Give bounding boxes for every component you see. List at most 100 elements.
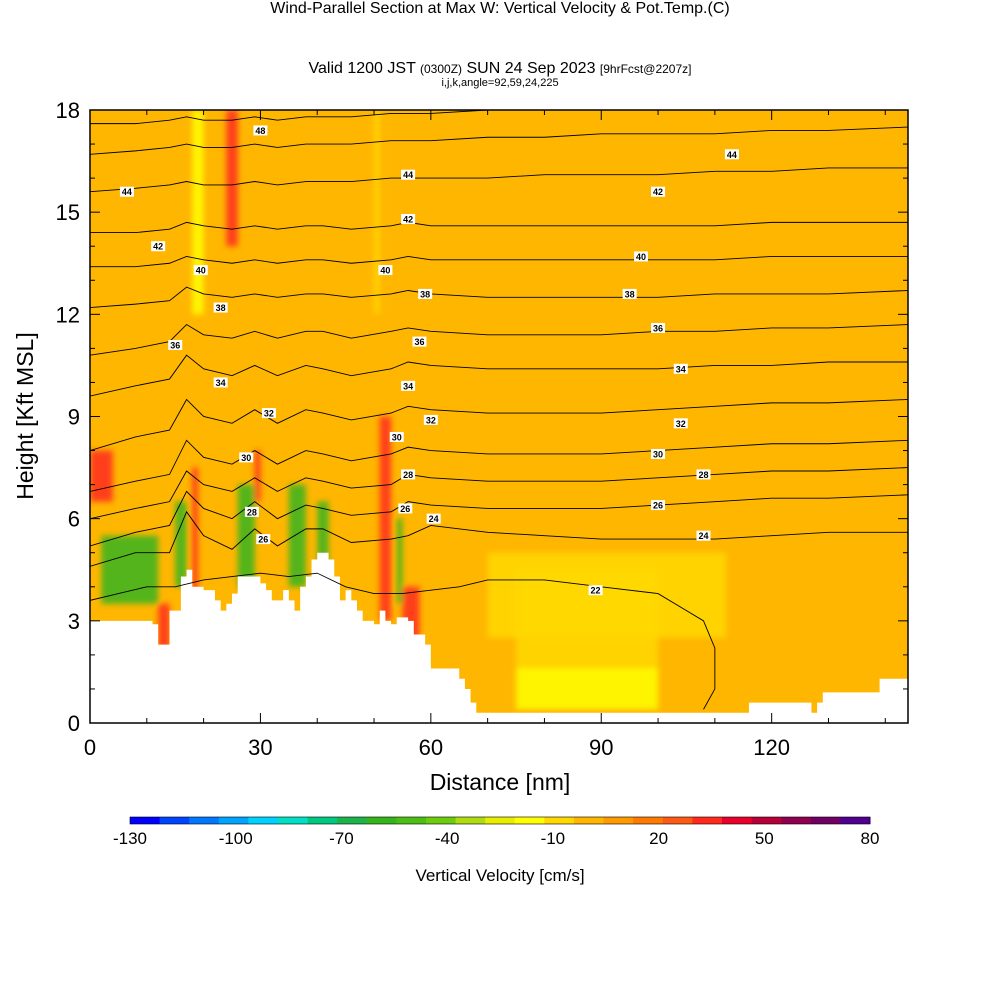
legend-swatch	[633, 817, 664, 824]
contour-label: 40	[196, 266, 206, 276]
legend-title: Vertical Velocity [cm/s]	[415, 866, 584, 885]
legend-swatch	[662, 817, 693, 824]
theta-contour-48	[90, 110, 908, 125]
legend-tick-label: -130	[113, 829, 147, 848]
legend-swatch	[810, 817, 841, 824]
contour-label-box	[256, 534, 271, 545]
velocity-cell	[254, 450, 261, 502]
theta-contour-36	[90, 323, 908, 356]
contour-label-box	[193, 265, 208, 276]
theta-contour-40	[90, 255, 908, 268]
y-tick-label: 3	[68, 609, 80, 634]
contour-label-box	[401, 380, 416, 391]
velocity-cell	[288, 484, 306, 587]
valid-zulu: (0300Z)	[420, 62, 463, 76]
legend-tick-label: 20	[649, 829, 668, 848]
velocity-cell	[158, 603, 170, 649]
contour-label-box	[168, 339, 183, 350]
theta-contour-44	[90, 167, 908, 193]
velocity-cell	[175, 501, 187, 587]
contour-label-box	[418, 288, 433, 299]
contour-label: 36	[653, 323, 663, 333]
chart-title: Wind-Parallel Section at Max W: Vertical…	[0, 0, 1000, 18]
x-tick-label: 120	[753, 735, 790, 760]
legend-swatch	[366, 817, 397, 824]
contour-label: 22	[591, 586, 601, 596]
x-tick-label: 60	[419, 735, 443, 760]
contour-label: 32	[426, 415, 436, 425]
contour-label-box	[253, 125, 268, 136]
contour-label-box	[378, 265, 393, 276]
terrain-mask	[90, 552, 908, 723]
contour-label: 42	[153, 242, 163, 252]
theta-contour-42	[90, 221, 908, 234]
legend-swatch	[751, 817, 782, 824]
x-tick-label: 90	[589, 735, 613, 760]
contour-label: 28	[247, 507, 257, 517]
legend-swatch	[189, 817, 220, 824]
contour-label-box	[401, 213, 416, 224]
velocity-cell	[226, 110, 238, 247]
contour-label: 30	[392, 432, 402, 442]
x-tick-label: 30	[248, 735, 272, 760]
legend-swatch	[544, 817, 575, 824]
contour-label: 48	[255, 126, 265, 136]
x-axis-label: Distance [nm]	[430, 769, 571, 795]
legend-swatch	[514, 817, 545, 824]
contour-label: 36	[414, 337, 424, 347]
legend-tick-label: -40	[435, 829, 460, 848]
contour-label: 26	[653, 501, 663, 511]
contour-label: 24	[429, 514, 439, 524]
contour-label: 38	[420, 289, 430, 299]
y-tick-label: 6	[68, 507, 80, 532]
plot-area: 48 44 44 44 42 42 42 40 40 40 38 38 38 36 36 36 34 34 34 32…	[90, 110, 908, 723]
legend-swatch	[248, 817, 279, 824]
velocity-cell	[192, 110, 204, 315]
forecast-tag: [9hrFcst@2207z]	[599, 62, 692, 76]
contour-label-box	[401, 169, 416, 180]
velocity-cell	[374, 110, 380, 315]
theta-contour-28	[90, 467, 908, 520]
color-legend: -130 -100 -70 -40 -10 20 50 80	[113, 816, 880, 848]
chart-title-text: Wind-Parallel Section at Max W: Vertical…	[270, 0, 708, 17]
legend-swatch	[692, 817, 723, 824]
legend-swatch	[485, 817, 516, 824]
legend-swatch	[159, 817, 190, 824]
legend-tick-label: -100	[219, 829, 253, 848]
contour-label: 40	[380, 266, 390, 276]
velocity-cell	[379, 416, 392, 621]
contour-label-box	[244, 506, 259, 517]
contour-label-box	[588, 585, 603, 596]
legend-tick-label: 50	[755, 829, 774, 848]
legend-tick-label: -70	[329, 829, 354, 848]
legend-swatch	[278, 817, 309, 824]
theta-contour-22	[90, 572, 716, 710]
velocity-cell	[90, 450, 113, 502]
contour-label-box	[634, 251, 649, 262]
legend-swatch	[574, 817, 605, 824]
contour-label-box	[261, 408, 276, 419]
contour-label-box	[724, 149, 739, 160]
legend-swatch	[455, 817, 486, 824]
contour-label-box	[151, 241, 166, 252]
legend-tick-label: -10	[541, 829, 566, 848]
contour-label: 28	[698, 470, 708, 480]
y-axis-label: Height [Kft MSL]	[12, 332, 38, 499]
valid-date: SUN 24 Sep 2023	[466, 60, 596, 77]
contour-label: 32	[676, 419, 686, 429]
theta-contour-24	[90, 510, 908, 567]
velocity-cell	[101, 535, 159, 604]
contour-label: 44	[727, 150, 737, 160]
contour-label-box	[119, 186, 134, 197]
contour-label: 28	[403, 470, 413, 480]
contour-label-box	[651, 322, 666, 333]
contour-label-box	[696, 469, 711, 480]
contour-label: 24	[698, 531, 708, 541]
legend-swatch	[781, 817, 812, 824]
contour-label: 30	[653, 449, 663, 459]
contour-label-box	[401, 469, 416, 480]
legend-swatch	[218, 817, 249, 824]
velocity-cell	[237, 484, 255, 587]
legend-tick-label: 80	[861, 829, 880, 848]
